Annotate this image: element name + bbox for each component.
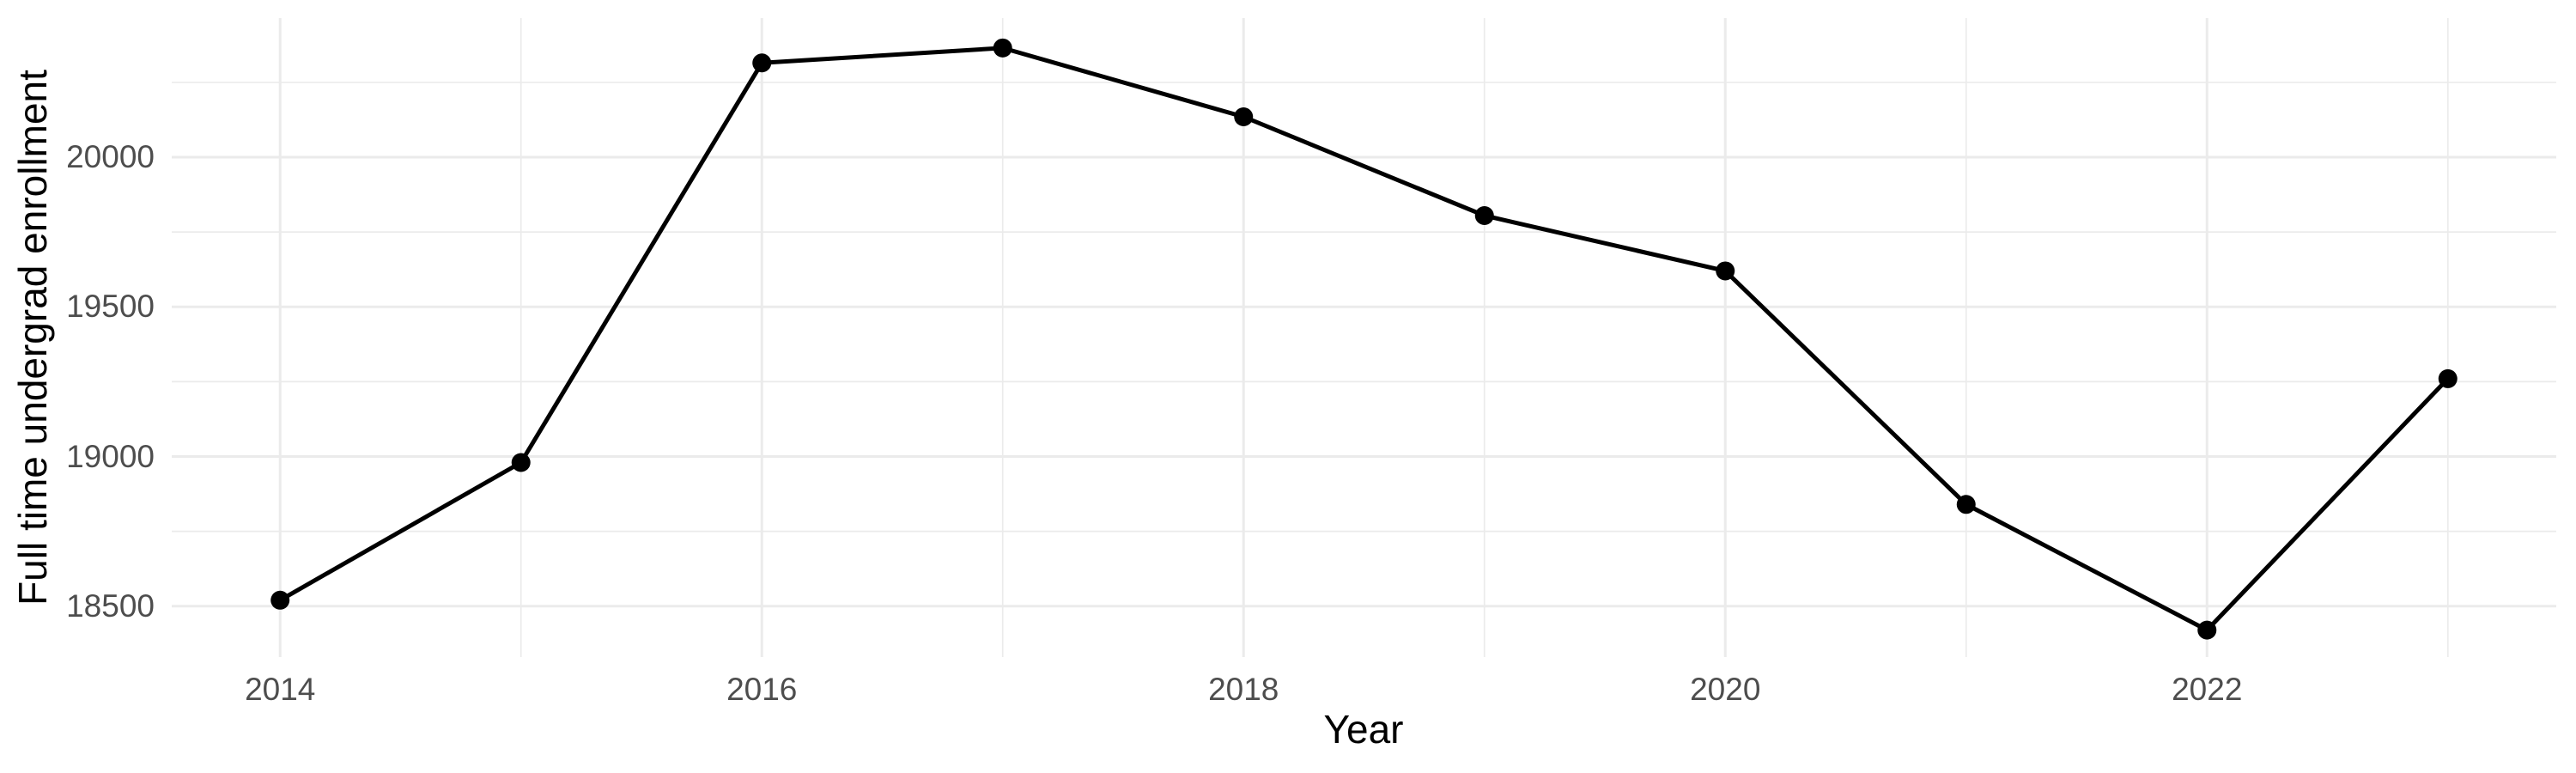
x-tick-label: 2020	[1690, 672, 1761, 707]
y-tick-label: 20000	[66, 139, 155, 175]
y-tick-label: 19000	[66, 438, 155, 474]
data-point	[2197, 620, 2217, 640]
y-tick-label: 19500	[66, 289, 155, 325]
x-tick-label: 2014	[245, 672, 316, 707]
x-tick-label: 2018	[1208, 672, 1279, 707]
y-tick-label: 18500	[66, 587, 155, 624]
data-point	[1474, 205, 1494, 225]
data-point	[2438, 368, 2458, 388]
x-tick-label: 2016	[726, 672, 798, 707]
data-point	[752, 53, 772, 73]
data-point	[1234, 107, 1254, 126]
series-line	[278, 46, 2450, 633]
data-point	[993, 38, 1012, 58]
data-point	[1956, 495, 1976, 514]
data-point	[1716, 261, 1735, 281]
data-point	[511, 453, 531, 472]
x-axis-title: Year	[1323, 707, 1404, 752]
data-point	[270, 590, 290, 610]
x-tick-label: 2022	[2172, 672, 2243, 707]
